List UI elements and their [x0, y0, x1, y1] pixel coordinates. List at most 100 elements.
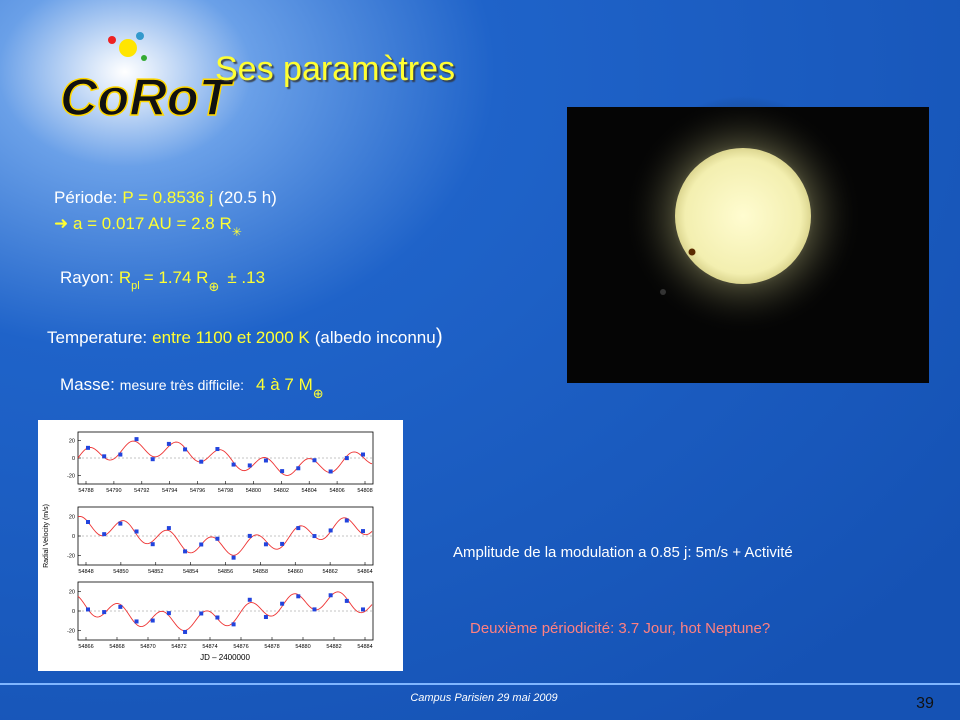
model-curve	[77, 515, 373, 556]
x-tick-label: 54864	[357, 569, 372, 575]
model-curve	[77, 591, 373, 632]
x-tick-label: 54856	[218, 569, 233, 575]
temperature-line: Temperature: entre 1100 et 2000 K (albedo …	[47, 325, 443, 348]
measurement	[166, 441, 171, 446]
measurement	[296, 594, 301, 599]
y-tick-label: 20	[69, 590, 75, 596]
y-tick-label: -20	[67, 473, 75, 479]
measurement	[118, 604, 123, 609]
masse-line: Masse: mesure très difficile: 4 à 7 M⊕	[60, 375, 324, 401]
x-tick-label: 54854	[183, 569, 198, 575]
slide-title: Ses paramètres	[215, 50, 455, 88]
star-image	[567, 96, 929, 383]
measurement	[361, 529, 365, 534]
measurement	[199, 459, 204, 464]
x-tick-label: 54878	[264, 644, 279, 650]
measurement	[134, 619, 139, 624]
measurement	[183, 549, 188, 554]
x-tick-label: 54882	[326, 644, 341, 650]
measurement	[328, 469, 333, 474]
x-tick-label: 54804	[302, 488, 317, 494]
measurement	[296, 526, 301, 531]
x-tick-label: 54848	[78, 569, 93, 575]
measurement	[328, 593, 333, 598]
x-tick-label: 54866	[78, 644, 93, 650]
measurement	[166, 526, 171, 531]
measurement	[361, 607, 365, 612]
parameters: Période: P = 0.8536 j (20.5 h) ➜ a = 0.017…	[47, 188, 443, 401]
measurement	[183, 629, 188, 634]
measurement	[231, 622, 236, 627]
measurement	[199, 611, 204, 616]
measurement	[102, 610, 107, 615]
measurement	[361, 452, 365, 457]
logo-text: CoRoT	[60, 69, 235, 127]
page-number: 39	[916, 695, 934, 712]
measurement	[183, 447, 188, 452]
measurement	[231, 462, 236, 467]
measurement	[280, 601, 285, 606]
x-tick-label: 54806	[329, 488, 344, 494]
measurement	[263, 458, 268, 463]
measurement	[312, 607, 317, 612]
y-tick-label: 0	[72, 609, 75, 615]
measurement	[280, 541, 285, 546]
logo: CoRoT	[59, 32, 235, 128]
measurement	[150, 457, 155, 462]
measurement	[102, 454, 107, 459]
measurement	[247, 597, 252, 602]
measurement	[134, 437, 139, 442]
x-tick-label: 54876	[233, 644, 248, 650]
measurement	[215, 536, 220, 541]
measurement	[215, 615, 220, 620]
measurement	[86, 445, 90, 450]
x-tick-label: 54870	[140, 644, 155, 650]
x-tick-label: 54796	[190, 488, 205, 494]
measurement	[134, 529, 139, 534]
measurement	[312, 458, 317, 463]
x-tick-label: 54802	[274, 488, 289, 494]
rayon-line: Rayon: Rpl = 1.74 R⊕ ± .13	[60, 268, 265, 294]
x-tick-label: 54808	[357, 488, 372, 494]
axe-line: ➜ a = 0.017 AU = 2.8 R✳	[54, 214, 242, 239]
measurement	[86, 607, 90, 612]
measurement	[280, 469, 285, 474]
measurement	[328, 528, 333, 533]
x-tick-label: 54792	[134, 488, 149, 494]
periode-line: Période: P = 0.8536 j (20.5 h)	[54, 188, 277, 207]
x-axis-label: JD – 2400000	[200, 653, 250, 662]
x-tick-label: 54850	[113, 569, 128, 575]
x-tick-label: 54852	[148, 569, 163, 575]
measurement	[344, 598, 349, 603]
y-tick-label: 20	[69, 515, 75, 521]
y-tick-label: 0	[72, 534, 75, 540]
note-amplitude: Amplitude de la modulation a 0.85 j: 5m/…	[453, 544, 793, 561]
measurement	[296, 466, 301, 471]
measurement	[166, 611, 171, 616]
measurement	[86, 520, 90, 525]
measurement	[247, 533, 252, 538]
measurement	[344, 456, 349, 461]
x-tick-label: 54868	[109, 644, 124, 650]
measurement	[150, 542, 155, 547]
x-tick-label: 54880	[295, 644, 310, 650]
x-tick-label: 54860	[288, 569, 303, 575]
model-curve	[77, 440, 373, 476]
x-tick-label: 54884	[357, 644, 372, 650]
measurement	[312, 534, 317, 539]
x-tick-label: 54872	[171, 644, 186, 650]
x-tick-label: 54800	[246, 488, 261, 494]
x-tick-label: 54794	[162, 488, 177, 494]
x-tick-label: 54858	[253, 569, 268, 575]
y-tick-label: 20	[69, 439, 75, 445]
x-tick-label: 54788	[78, 488, 93, 494]
measurement	[247, 463, 252, 468]
measurement	[102, 532, 107, 537]
measurement	[263, 615, 268, 620]
y-axis-label: Radial Velocity (m/s)	[43, 504, 50, 568]
x-tick-label: 54874	[202, 644, 217, 650]
y-tick-label: 0	[72, 456, 75, 462]
note-periodicite: Deuxième périodicité: 3.7 Jour, hot Nept…	[470, 620, 770, 637]
measurement	[118, 452, 123, 457]
